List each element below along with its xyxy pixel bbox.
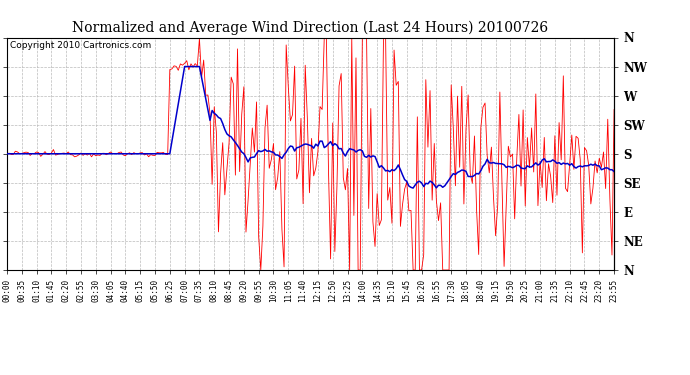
Text: Copyright 2010 Cartronics.com: Copyright 2010 Cartronics.com xyxy=(10,41,151,50)
Title: Normalized and Average Wind Direction (Last 24 Hours) 20100726: Normalized and Average Wind Direction (L… xyxy=(72,21,549,35)
